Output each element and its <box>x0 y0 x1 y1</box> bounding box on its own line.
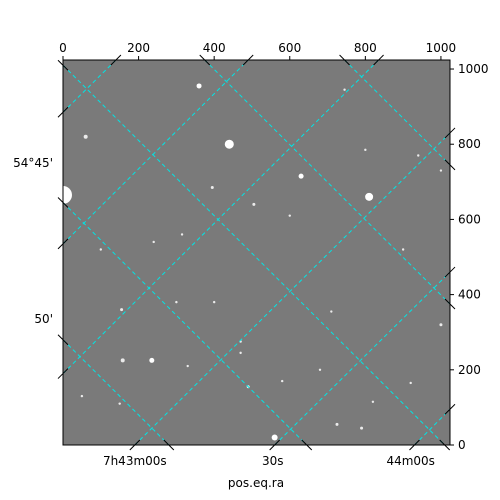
star-0 <box>224 139 234 149</box>
right-y-tick-label-600: 600 <box>458 212 481 226</box>
star-21 <box>439 169 443 172</box>
grid-line-a-0 <box>63 60 117 113</box>
grid-line-a-3 <box>134 132 450 445</box>
ra-tick-label-1: 30s <box>262 454 284 468</box>
world-edge-tick-19 <box>444 159 456 171</box>
star-26 <box>330 310 333 313</box>
dec-tick-label-0: 54°45' <box>13 156 53 170</box>
star-28 <box>401 248 405 251</box>
world-edge-tick-3 <box>242 54 254 66</box>
star-3 <box>63 185 72 204</box>
world-edge-tick-12 <box>57 197 69 208</box>
grid-line-b-8 <box>204 60 450 305</box>
top-x-tick-label-800: 800 <box>354 41 377 55</box>
star-31 <box>343 88 346 91</box>
star-29 <box>186 364 189 368</box>
grid-line-a-1 <box>63 60 249 245</box>
star-32 <box>409 381 412 385</box>
world-edge-tick-0 <box>57 106 69 118</box>
world-edge-tick-11 <box>444 403 456 415</box>
world-edge-tick-9 <box>444 266 456 278</box>
top-x-tick-label-200: 200 <box>127 41 150 55</box>
world-edge-tick-16 <box>199 54 211 66</box>
grid-line-b-10 <box>63 339 170 445</box>
right-y-tick-label-0: 0 <box>458 438 466 452</box>
world-edge-tick-15 <box>439 439 451 451</box>
grid-line-a-4 <box>274 271 450 445</box>
star-20 <box>288 214 291 217</box>
grid-line-b-7 <box>63 64 446 445</box>
grid-line-b-9 <box>344 60 450 166</box>
grid-line-b-6 <box>63 202 308 445</box>
world-edge-tick-1 <box>110 54 122 66</box>
top-x-tick-label-1000: 1000 <box>426 41 457 55</box>
top-x-tick-label-400: 400 <box>203 41 226 55</box>
world-edge-tick-21 <box>163 439 175 451</box>
world-edge-tick-6 <box>129 439 141 451</box>
star-9 <box>210 185 214 189</box>
star-8 <box>271 434 278 441</box>
star-30 <box>180 233 184 236</box>
x-axis-title: pos.eq.ra <box>228 476 284 490</box>
world-edge-tick-2 <box>57 238 69 250</box>
plot-frame <box>62 59 451 446</box>
right-y-tick-label-1000: 1000 <box>458 62 489 76</box>
star-14 <box>335 422 339 426</box>
axis-ticks: 0 200 400 600 800 1000 0 200 400 600 800 1000 7h43m0… <box>13 41 488 468</box>
world-edge-tick-5 <box>373 54 384 66</box>
coordinate-grid <box>63 60 450 445</box>
ra-tick-label-2: 44m00s <box>386 454 434 468</box>
star-33 <box>175 300 178 304</box>
world-edge-tick-14 <box>57 59 69 71</box>
star-16 <box>371 400 375 403</box>
world-edge-tick-17 <box>444 298 456 310</box>
star-2 <box>196 83 202 89</box>
star-6 <box>149 357 155 363</box>
star-13 <box>360 426 364 430</box>
star-19 <box>417 154 420 157</box>
star-36 <box>99 248 102 251</box>
star-4 <box>298 173 304 179</box>
world-edge-tick-7 <box>444 127 456 139</box>
star-35 <box>280 379 284 383</box>
world-edge-tick-4 <box>57 368 69 379</box>
star-10 <box>252 202 256 206</box>
star-11 <box>120 308 124 312</box>
right-y-tick-label-400: 400 <box>458 288 481 302</box>
star-1 <box>365 192 374 201</box>
world-edge-tick-10 <box>409 439 420 451</box>
star-34 <box>80 394 84 398</box>
dec-tick-label-1: 50' <box>34 312 53 326</box>
star-15 <box>439 323 443 327</box>
grid-line-a-5 <box>414 408 450 445</box>
star-25 <box>318 368 322 372</box>
star-17 <box>239 351 242 355</box>
world-edge-tick-20 <box>57 334 69 346</box>
star-5 <box>83 134 88 139</box>
star-23 <box>212 300 216 304</box>
star-24 <box>364 148 367 152</box>
star-7 <box>120 358 125 363</box>
world-edge-tick-13 <box>301 439 313 451</box>
right-y-tick-label-200: 200 <box>458 363 481 377</box>
world-edge-tick-8 <box>269 439 280 451</box>
world-edge-tick-18 <box>339 54 350 66</box>
stars-layer <box>63 83 443 441</box>
ra-tick-label-0: 7h43m00s <box>103 454 167 468</box>
top-x-tick-label-600: 600 <box>278 41 301 55</box>
star-27 <box>118 402 121 405</box>
image-background <box>63 60 450 445</box>
star-22 <box>152 240 155 244</box>
right-y-tick-label-800: 800 <box>458 137 481 151</box>
top-x-tick-label-0: 0 <box>59 41 67 55</box>
